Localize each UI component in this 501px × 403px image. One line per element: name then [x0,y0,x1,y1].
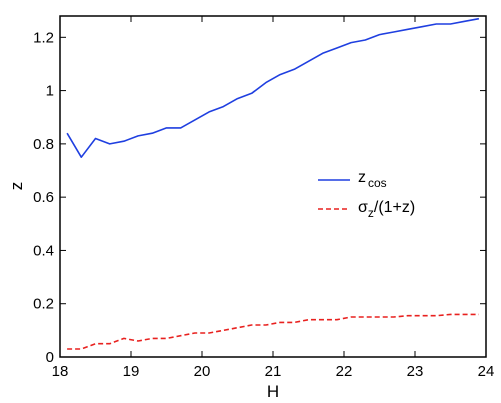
y-tick-label: 1.2 [33,29,54,46]
x-axis-label: H [267,382,279,401]
series-line-0 [66,17,480,158]
y-axis-label: z [7,182,26,191]
series-line-1 [67,313,479,350]
legend-label-sigma: σz/(1+z) [358,199,415,220]
legend-suffix-sigma: /(1+z) [374,199,415,216]
y-tick-label: 0.6 [33,189,54,206]
legend-label-zcos: z cos [358,169,387,190]
y-tick-label: 0.4 [33,242,54,259]
x-tick-label: 20 [194,363,211,380]
plot-frame [59,15,487,358]
y-tick-label: 0 [46,349,54,366]
x-tick-label: 24 [478,363,495,380]
x-tick-label: 23 [407,363,424,380]
x-tick-label: 18 [52,363,69,380]
legend-sub-zcos: cos [368,176,387,190]
series-layer [66,17,480,350]
y-tick-label: 0.2 [33,296,54,313]
axis-ticks: 18 19 20 21 22 23 24 0 0.2 0.4 0.6 0.8 1 1.2 [33,16,494,380]
x-tick-label: 19 [123,363,140,380]
legend: z cos σz/(1+z) [318,169,415,220]
legend-main-zcos: z [358,169,366,186]
x-tick-label: 22 [336,363,353,380]
legend-main-sigma: σ [358,199,368,216]
y-tick-label: 0.8 [33,136,54,153]
y-tick-label: 1 [46,83,54,100]
legend-sub-sigma: z [368,206,374,220]
x-tick-label: 21 [265,363,282,380]
